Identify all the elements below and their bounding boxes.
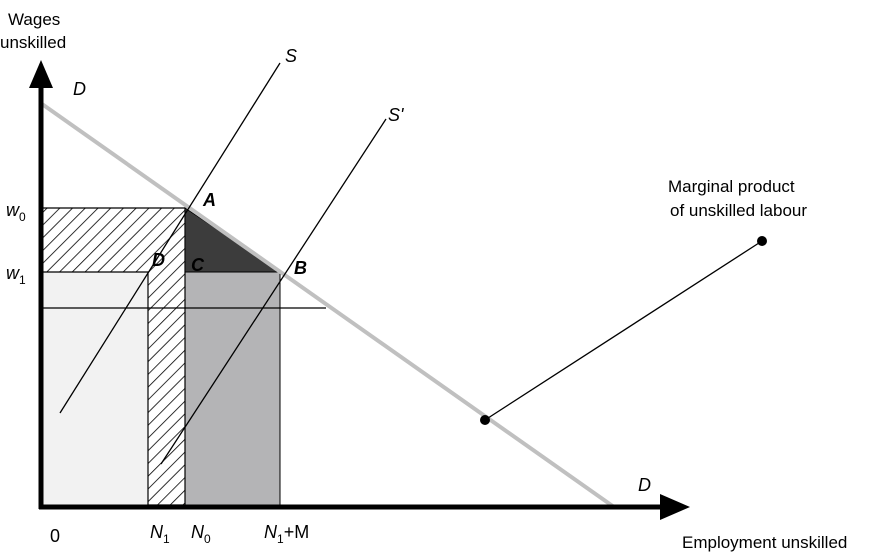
marginal-product-label-line1: Marginal product <box>668 177 795 196</box>
supply-shifted-curve <box>160 118 387 465</box>
y-axis-arrowhead <box>29 60 53 88</box>
point-a-label: A <box>202 190 216 210</box>
point-c-label: C <box>191 255 205 275</box>
y-axis-title-line1: Wages <box>8 10 60 29</box>
supply-shifted-label: S' <box>388 105 404 125</box>
origin-label: 0 <box>50 526 60 546</box>
marginal-product-pointer <box>484 240 763 421</box>
x-axis-arrowhead <box>660 494 690 520</box>
demand-label-top: D <box>73 79 86 99</box>
y-tick-w1: w1 <box>6 263 26 287</box>
x-tick-n1-plus-m: N1+M <box>264 522 309 546</box>
pointer-end-dot <box>480 415 490 425</box>
demand-label-bottom: D <box>638 475 651 495</box>
y-axis-title-line2: unskilled <box>0 33 66 52</box>
light-area <box>41 271 149 506</box>
y-tick-w0: w0 <box>6 200 26 224</box>
supply-label: S <box>285 46 297 66</box>
x-tick-n0: N0 <box>191 522 211 546</box>
supply-curve <box>59 62 281 414</box>
x-axis-title: Employment unskilled <box>682 533 847 552</box>
grey-area <box>183 271 281 506</box>
x-tick-n1: N1 <box>150 522 170 546</box>
demand-curve <box>40 102 616 509</box>
point-d-label: D <box>152 250 165 270</box>
pointer-start-dot <box>757 236 767 246</box>
point-b-label: B <box>294 258 307 278</box>
marginal-product-label-line2: of unskilled labour <box>670 201 807 220</box>
